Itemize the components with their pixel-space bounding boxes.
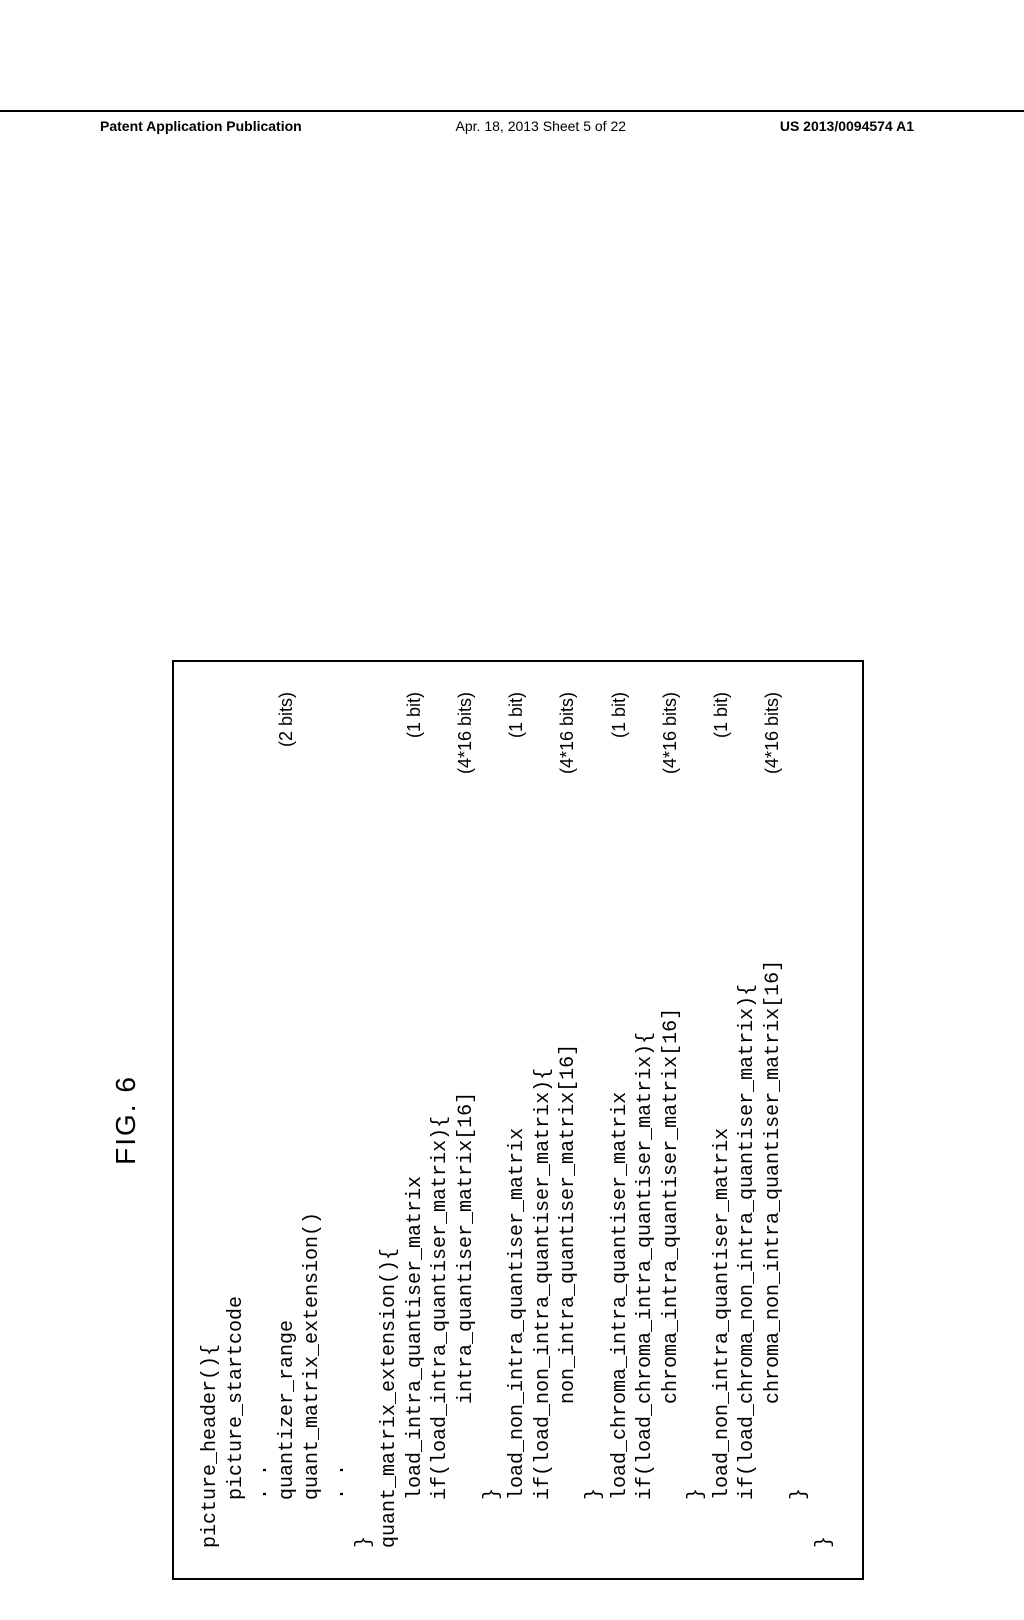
code-text: picture_header(){: [198, 1344, 224, 1548]
code-text: chroma_intra_quantiser_matrix[16]: [659, 1008, 685, 1548]
code-text: load_non_intra_quantiser_matrix: [505, 1128, 531, 1548]
code-text: non_intra_quantiser_matrix[16]: [556, 1044, 582, 1548]
code-line: quantizer_range (2 bits): [275, 692, 301, 1548]
code-line: chroma_non_intra_quantiser_matrix[16] (4*…: [761, 692, 787, 1548]
figure-area: FIG. 6 picture_header(){ picture_startco…: [100, 220, 900, 1220]
code-text: if(load_chroma_non_intra_quantiser_matri…: [735, 984, 761, 1548]
code-line: if(load_chroma_intra_quantiser_matrix){: [633, 692, 659, 1548]
code-text: load_intra_quantiser_matrix: [403, 1176, 429, 1548]
code-line: if(load_chroma_non_intra_quantiser_matri…: [735, 692, 761, 1548]
code-line: }: [684, 692, 710, 1548]
code-line: }: [352, 692, 378, 1548]
code-line: intra_quantiser_matrix[16](4*16 bits): [454, 692, 480, 1548]
code-text: quantizer_range: [275, 1320, 301, 1548]
bits-annotation: (4*16 bits): [761, 692, 787, 774]
code-text: if(load_non_intra_quantiser_matrix){: [531, 1068, 557, 1548]
code-line: }: [582, 692, 608, 1548]
code-line: picture_header(){: [198, 692, 224, 1548]
bits-annotation: (2 bits): [275, 692, 301, 747]
code-line: load_non_intra_quantiser_matrix (1 bit): [505, 692, 531, 1548]
code-line: picture_startcode: [224, 692, 250, 1548]
code-text: }: [582, 1488, 608, 1548]
bits-annotation: (1 bit): [403, 692, 429, 738]
syntax-box: picture_header(){ picture_startcode . . …: [172, 660, 864, 1580]
header-left: Patent Application Publication: [100, 118, 302, 134]
bits-annotation: (1 bit): [505, 692, 531, 738]
header-center: Apr. 18, 2013 Sheet 5 of 22: [456, 118, 626, 134]
code-line: load_non_intra_quantiser_matrix (1 bit): [710, 692, 736, 1548]
code-text: }: [684, 1488, 710, 1548]
code-line: if(load_intra_quantiser_matrix){: [428, 692, 454, 1548]
rotated-content: FIG. 6 picture_header(){ picture_startco…: [100, 620, 900, 1620]
figure-label: FIG. 6: [110, 620, 142, 1620]
code-text: picture_startcode: [224, 1296, 250, 1548]
bits-annotation: (1 bit): [710, 692, 736, 738]
code-line: load_chroma_intra_quantiser_matrix(1 bit…: [608, 692, 634, 1548]
code-text: }: [480, 1488, 506, 1548]
code-line: non_intra_quantiser_matrix[16] (4*16 bits…: [556, 692, 582, 1548]
code-text: chroma_non_intra_quantiser_matrix[16]: [761, 960, 787, 1548]
code-text: }: [812, 1536, 838, 1548]
code-text: . .: [326, 1464, 352, 1548]
bits-annotation: (4*16 bits): [556, 692, 582, 774]
code-line: load_intra_quantiser_matrix (1 bit): [403, 692, 429, 1548]
code-text: if(load_chroma_intra_quantiser_matrix){: [633, 1032, 659, 1548]
code-line: quant_matrix_extension(): [300, 692, 326, 1548]
code-text: quant_matrix_extension(){: [377, 1248, 403, 1548]
code-line: . .: [326, 692, 352, 1548]
code-line: }: [787, 692, 813, 1548]
bits-annotation: (1 bit): [608, 692, 634, 738]
code-line: . .: [249, 692, 275, 1548]
code-text: }: [787, 1488, 813, 1548]
code-line: chroma_intra_quantiser_matrix[16] (4*16 b…: [659, 692, 685, 1548]
page-header: Patent Application Publication Apr. 18, …: [0, 110, 1024, 134]
bits-annotation: (4*16 bits): [454, 692, 480, 774]
code-text: quant_matrix_extension(): [300, 1212, 326, 1548]
code-text: . .: [249, 1464, 275, 1548]
code-line: if(load_non_intra_quantiser_matrix){: [531, 692, 557, 1548]
bits-annotation: (4*16 bits): [659, 692, 685, 774]
code-text: load_non_intra_quantiser_matrix: [710, 1128, 736, 1548]
code-text: if(load_intra_quantiser_matrix){: [428, 1116, 454, 1548]
header-row: Patent Application Publication Apr. 18, …: [0, 118, 1024, 134]
code-line: }: [480, 692, 506, 1548]
code-text: }: [352, 1536, 378, 1548]
header-right: US 2013/0094574 A1: [780, 118, 914, 134]
code-line: }: [812, 692, 838, 1548]
code-line: quant_matrix_extension(){: [377, 692, 403, 1548]
